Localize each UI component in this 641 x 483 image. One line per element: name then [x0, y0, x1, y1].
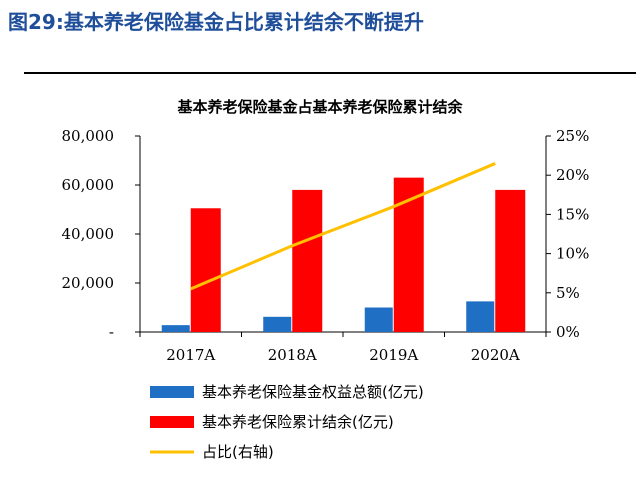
title-rule: [24, 72, 636, 74]
x-tick-label: 2020A: [471, 346, 520, 364]
bar-pension-fund-equity: [466, 301, 495, 332]
bar-pension-cumulative-balance: [292, 189, 323, 332]
legend-swatch-fund-equity: [150, 386, 194, 398]
legend-label: 占比(右轴): [202, 443, 274, 461]
legend-label: 基本养老保险累计结余(亿元): [202, 413, 394, 431]
bar-pension-cumulative-balance: [495, 189, 526, 332]
right-tick-label: 20%: [556, 166, 589, 184]
x-tick-label: 2019A: [369, 346, 418, 364]
chart-title: 基本养老保险基金占基本养老保险累计结余: [176, 98, 463, 116]
right-tick-label: 5%: [556, 284, 580, 302]
bar-pension-cumulative-balance: [190, 208, 221, 332]
bar-pension-fund-equity: [364, 307, 393, 332]
x-tick-label: 2017A: [166, 346, 215, 364]
x-tick-label: 2018A: [268, 346, 317, 364]
right-tick-label: 25%: [556, 127, 589, 145]
figure-title: 图29:基本养老保险基金占比累计结余不断提升: [8, 10, 424, 34]
ratio-line: [190, 162, 496, 291]
right-tick-label: 10%: [556, 245, 589, 263]
legend-swatch-cumulative-balance: [150, 416, 194, 428]
left-tick-label: 40,000: [62, 225, 115, 243]
legend-label: 基本养老保险基金权益总额(亿元): [202, 383, 424, 401]
left-tick-label: -: [109, 323, 114, 341]
right-tick-label: 0%: [556, 323, 580, 341]
left-tick-label: 80,000: [62, 127, 115, 145]
bar-pension-fund-equity: [263, 316, 292, 332]
bar-pension-fund-equity: [161, 325, 190, 332]
left-tick-label: 60,000: [62, 176, 115, 194]
right-tick-label: 15%: [556, 205, 589, 223]
left-tick-label: 20,000: [62, 274, 115, 292]
